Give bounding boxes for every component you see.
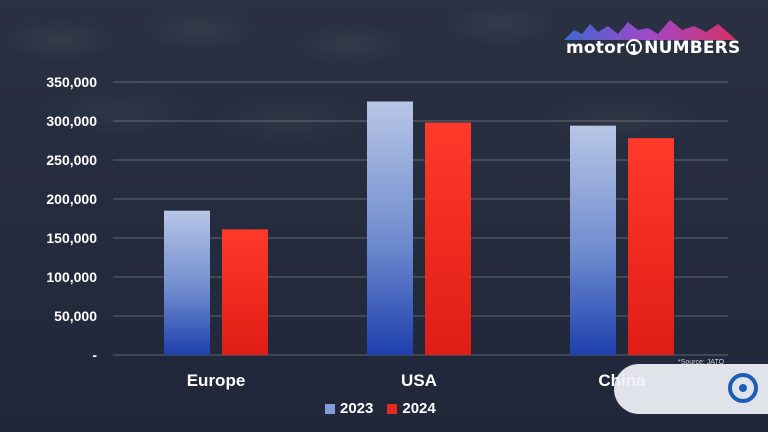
bar-usa-2023 xyxy=(367,101,413,355)
bar-usa-2024 xyxy=(425,122,471,355)
category-label-usa: USA xyxy=(401,371,437,390)
y-tick-label: 50,000 xyxy=(54,308,97,324)
category-labels: EuropeUSAChina xyxy=(187,371,646,390)
logo-word: motor xyxy=(566,38,625,58)
legend: 2023 2024 xyxy=(325,400,436,417)
logo-suffix: NUMBERS xyxy=(644,38,741,58)
logo-numeral: 1 xyxy=(629,42,639,56)
bar-europe-2024 xyxy=(222,229,268,355)
bars xyxy=(164,101,674,356)
logo-text: motor 1 NUMBERS xyxy=(566,38,740,58)
legend-item-2023: 2023 xyxy=(325,400,373,417)
source-note: *Source: JATO xyxy=(678,359,725,366)
y-tick-label: 100,000 xyxy=(46,269,97,285)
bar-europe-2023 xyxy=(164,210,210,355)
y-tick-label: 250,000 xyxy=(46,152,97,168)
legend-swatch-2024 xyxy=(387,403,398,414)
logo-ring xyxy=(625,39,642,55)
category-label-europe: Europe xyxy=(187,371,246,390)
watermark-logo xyxy=(614,364,768,414)
legend-swatch-2023 xyxy=(325,403,335,414)
y-axis-ticks: - 50,000 100,000 150,000 200,000 250,000 300,0… xyxy=(46,74,97,363)
motor1-numbers-logo: motor 1 NUMBERS xyxy=(560,16,740,62)
y-tick-label: 150,000 xyxy=(46,230,97,246)
gear-icon xyxy=(728,373,758,403)
bar-china-2024 xyxy=(628,138,674,355)
legend-item-2024: 2024 xyxy=(387,400,436,417)
logo-skyline-graphic xyxy=(564,20,736,40)
y-tick-label: 350,000 xyxy=(46,74,97,90)
y-tick-label: 300,000 xyxy=(46,113,97,129)
y-tick-label: - xyxy=(92,347,97,363)
legend-label-2024: 2024 xyxy=(402,400,436,417)
bar-china-2023 xyxy=(570,125,616,356)
legend-label-2023: 2023 xyxy=(340,400,374,417)
y-tick-label: 200,000 xyxy=(46,191,97,207)
gridlines xyxy=(113,81,728,356)
